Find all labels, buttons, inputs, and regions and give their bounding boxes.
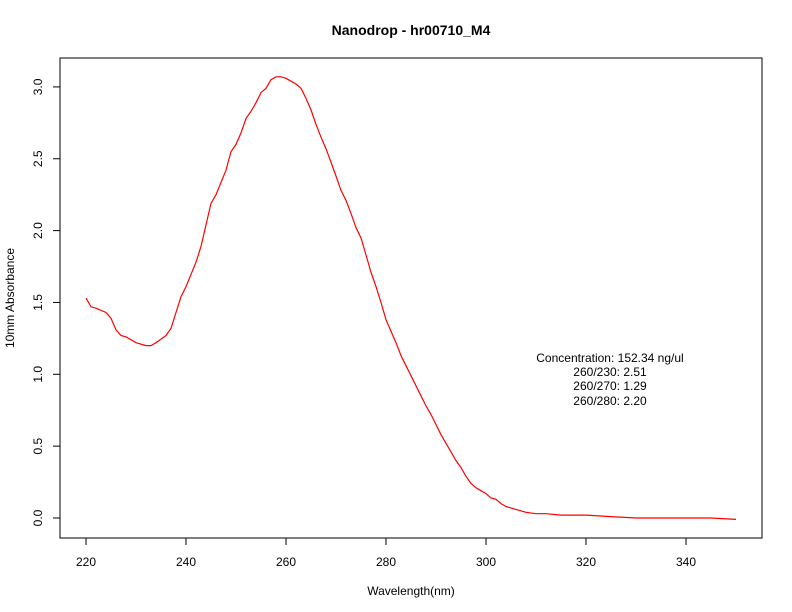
y-tick-label: 2.0 [31,222,45,239]
y-tick-label: 1.5 [31,294,45,311]
absorbance-line [85,76,737,520]
x-tick-label: 240 [176,555,196,569]
annotation-260-230: 260/230: 2.51 [573,365,647,379]
x-tick-label: 220 [76,555,96,569]
y-tick-label: 1.0 [31,366,45,383]
x-axis-label: Wavelength(nm) [367,584,455,598]
plot-frame [59,57,763,539]
x-tick-label: 340 [676,555,696,569]
y-tick-label: 2.5 [31,150,45,167]
y-axis: 0.0 0.5 1.0 1.5 2.0 2.5 3.0 [31,78,61,526]
x-axis: 220 240 260 280 300 320 340 [76,537,696,569]
y-tick-label: 0.5 [31,437,45,454]
x-tick-label: 260 [276,555,296,569]
y-tick-label: 3.0 [31,78,45,95]
annotation-260-280: 260/280: 2.20 [573,394,647,408]
y-tick-label: 0.0 [31,509,45,526]
annotation-260-270: 260/270: 1.29 [573,379,647,393]
y-axis-label: 10mm Absorbance [3,248,17,348]
x-tick-label: 320 [576,555,596,569]
x-tick-label: 300 [476,555,496,569]
x-tick-label: 280 [376,555,396,569]
chart-title: Nanodrop - hr00710_M4 [332,22,491,38]
annotation-concentration: Concentration: 152.34 ng/ul [536,351,683,365]
